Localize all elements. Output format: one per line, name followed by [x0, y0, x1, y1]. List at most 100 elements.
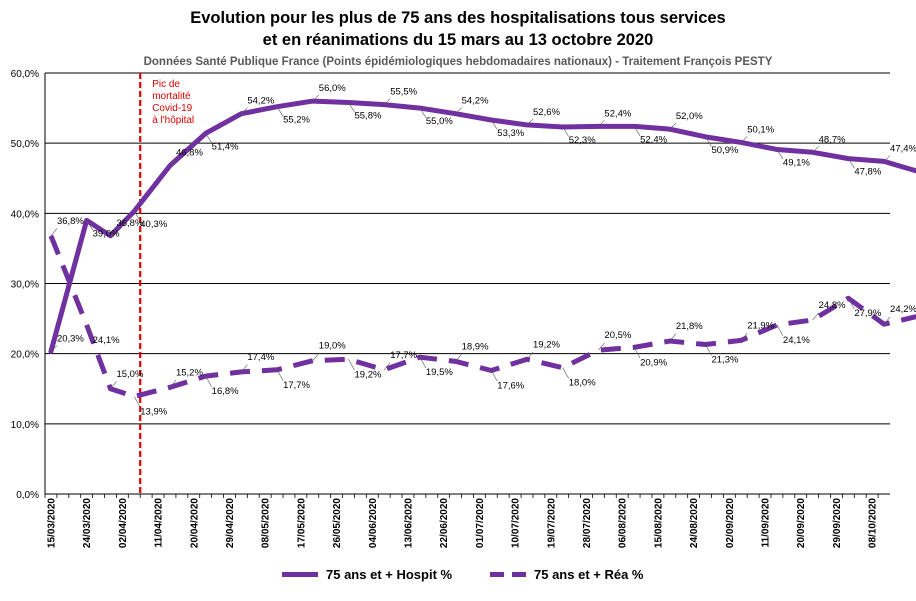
chart-legend: 75 ans et + Hospit % 75 ans et + Réa % [0, 567, 916, 591]
data-label-leader [169, 159, 177, 166]
data-label-leader [110, 229, 117, 236]
x-tick-label: 02/09/2020 [725, 498, 736, 548]
x-tick-label: 20/09/2020 [796, 498, 807, 548]
hospit-data-label: 55,2% [283, 115, 310, 126]
annotation-text: Covid-19 [152, 103, 192, 114]
data-label-leader [526, 118, 534, 126]
rea-data-label: 21,3% [712, 355, 739, 366]
data-label-leader [205, 133, 212, 144]
data-label-leader [776, 149, 784, 160]
rea-data-label: 27,9% [854, 308, 881, 319]
rea-data-label: 24,1% [783, 335, 810, 346]
y-tick-label: 40,0% [11, 209, 39, 220]
hospit-data-label: 46,8% [176, 148, 203, 159]
data-label-leader [883, 155, 891, 162]
legend-label-hospit: 75 ans et + Hospit % [326, 567, 453, 582]
x-tick-label: 28/07/2020 [582, 498, 593, 548]
data-label-leader [598, 120, 605, 127]
rea-data-label: 18,9% [462, 341, 489, 352]
legend-item-rea: 75 ans et + Réa % [490, 567, 643, 582]
data-label-leader [741, 332, 748, 341]
data-label-leader [812, 312, 819, 321]
data-label-leader [455, 353, 462, 362]
x-tick-label: 10/07/2020 [511, 498, 522, 548]
hospit-data-label: 47,8% [854, 167, 881, 178]
data-label-leader [562, 126, 569, 137]
hospit-series-line [48, 98, 916, 355]
x-tick-label: 06/08/2020 [618, 498, 629, 548]
data-label-leader [50, 345, 58, 352]
legend-solid-line-swatch [282, 572, 318, 577]
legend-dashed-line-swatch [490, 572, 526, 577]
data-label-leader [633, 126, 641, 137]
data-label-leader [848, 298, 855, 310]
data-label-leader [669, 333, 677, 342]
hospit-data-label: 50,9% [712, 145, 739, 156]
hospit-data-label: 48,7% [819, 134, 846, 145]
chart-title-line2: et en réanimations du 15 mars au 13 octo… [262, 31, 654, 49]
data-label-leader [205, 375, 212, 388]
data-label-leader [169, 379, 177, 388]
chart-title-line1: Evolution pour les plus de 75 ans des ho… [190, 9, 726, 27]
y-tick-label: 30,0% [11, 280, 39, 291]
data-label-leader [312, 353, 320, 361]
x-tick-label: 01/07/2020 [475, 498, 486, 548]
rea-data-label: 36,8% [57, 216, 84, 227]
x-tick-label: 02/04/2020 [118, 498, 129, 548]
data-label-leader [110, 381, 117, 389]
rea-data-label: 17,7% [390, 350, 417, 361]
rea-data-label: 19,0% [319, 341, 346, 352]
hospit-data-label: 55,5% [390, 87, 417, 98]
x-tick-label: 04/06/2020 [368, 498, 379, 548]
annotation-text: mortalité [152, 91, 191, 102]
x-tick-label: 17/05/2020 [296, 498, 307, 548]
data-label-leader [276, 106, 284, 117]
hospit-data-label: 20,3% [57, 334, 84, 345]
data-label-leader [86, 324, 93, 336]
hospit-data-label: 56,0% [319, 83, 346, 94]
annotation-text: Pic de [152, 79, 180, 90]
hospit-data-label: 52,6% [533, 107, 560, 118]
data-label-leader [134, 211, 141, 221]
data-label-leader [383, 362, 391, 370]
hospit-data-label: 50,1% [747, 124, 774, 135]
data-label-leader [705, 344, 712, 356]
annotation-text: à l'hôpital [152, 115, 194, 126]
data-label-leader [383, 98, 391, 105]
rea-data-label: 21,8% [676, 321, 703, 332]
data-label-leader [491, 119, 498, 130]
x-tick-label: 08/05/2020 [261, 498, 272, 548]
rea-data-label: 19,5% [426, 367, 453, 378]
rea-data-label: 16,8% [212, 386, 239, 397]
data-label-leader [86, 220, 93, 231]
hospit-data-label: 51,4% [212, 141, 239, 152]
x-tick-label: 13/06/2020 [403, 498, 414, 548]
rea-data-label: 19,2% [533, 339, 560, 350]
x-tick-label: 24/08/2020 [689, 498, 700, 548]
data-label-leader [741, 136, 748, 143]
data-label-leader [633, 347, 641, 359]
hospit-data-label: 52,3% [569, 135, 596, 146]
y-tick-label: 10,0% [11, 420, 39, 431]
data-label-leader [812, 146, 819, 153]
legend-item-hospit: 75 ans et + Hospit % [282, 567, 452, 582]
data-label-leader [50, 228, 58, 236]
hospit-data-label: 55,0% [426, 116, 453, 127]
legend-label-rea: 75 ans et + Réa % [534, 567, 644, 582]
rea-data-label: 21,9% [747, 320, 774, 331]
rea-data-label: 24,8% [819, 300, 846, 311]
data-label-leader [705, 136, 712, 147]
hospit-data-label: 49,1% [783, 157, 810, 168]
data-label-leader [883, 316, 891, 325]
x-tick-label: 08/10/2020 [868, 498, 879, 548]
rea-data-label: 15,0% [116, 369, 143, 380]
x-tick-label: 20/04/2020 [189, 498, 200, 548]
data-label-leader [669, 122, 677, 130]
rea-data-label: 24,1% [93, 335, 120, 346]
x-tick-label: 22/06/2020 [439, 498, 450, 548]
x-tick-label: 29/04/2020 [225, 498, 236, 548]
data-label-leader [848, 158, 855, 169]
rea-data-label: 17,4% [247, 352, 274, 363]
data-label-leader [241, 107, 248, 114]
